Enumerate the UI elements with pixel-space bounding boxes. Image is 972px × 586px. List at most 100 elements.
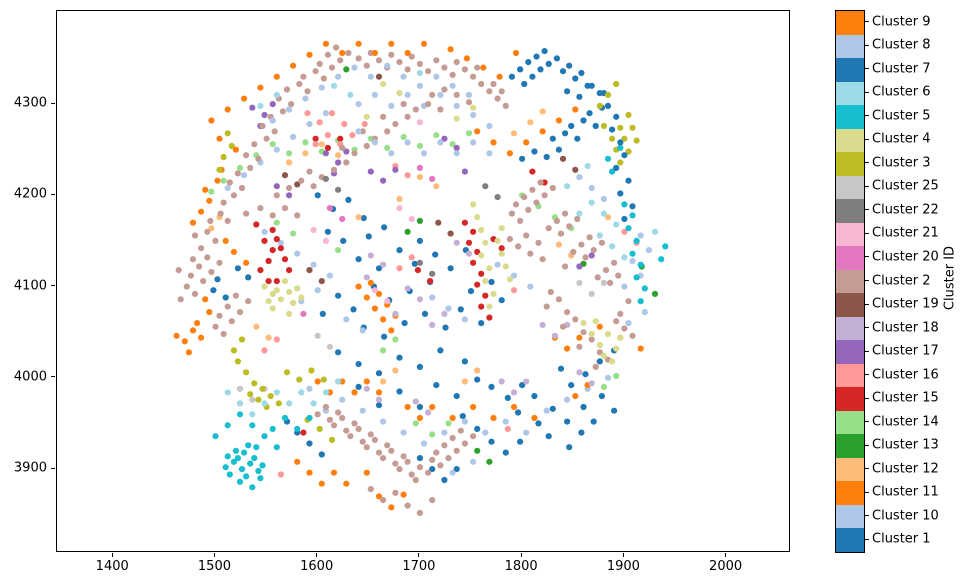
legend-label: Cluster 17 [872, 343, 939, 359]
scatter-point [408, 53, 415, 60]
scatter-point [470, 259, 477, 266]
scatter-point [633, 274, 640, 281]
scatter-point [324, 228, 331, 235]
scatter-point [294, 212, 301, 219]
scatter-point [416, 82, 423, 89]
scatter-point [470, 228, 477, 235]
scatter-point [535, 239, 542, 246]
scatter-point [478, 270, 485, 277]
scatter-point [286, 150, 293, 157]
scatter-point [441, 64, 448, 71]
scatter-point [361, 121, 368, 128]
scatter-point [269, 117, 276, 124]
scatter-point [607, 279, 614, 286]
scatter-point [371, 49, 378, 57]
scatter-point [572, 393, 579, 400]
scatter-point [506, 276, 513, 283]
scatter-point [294, 425, 301, 432]
scatter-point [470, 111, 477, 119]
scatter-point [613, 372, 620, 380]
scatter-point [296, 376, 303, 383]
scatter-point [576, 263, 583, 270]
scatter-point [318, 278, 325, 285]
legend-tick-mark [865, 256, 869, 258]
scatter-point [388, 447, 395, 454]
scatter-point [482, 292, 489, 299]
scatter-point [339, 49, 346, 57]
scatter-point [609, 168, 616, 175]
scatter-point [360, 215, 367, 222]
scatter-point [273, 183, 280, 190]
scatter-point [490, 414, 497, 422]
scatter-point [474, 214, 481, 221]
scatter-point [230, 192, 237, 199]
legend-swatch [836, 34, 864, 59]
scatter-point [613, 164, 620, 171]
scatter-point [510, 287, 518, 294]
scatter-point [559, 68, 567, 75]
scatter-point [365, 233, 372, 240]
scatter-point [304, 110, 311, 117]
legend-swatch [836, 410, 864, 435]
scatter-point [314, 378, 321, 385]
scatter-point [343, 159, 350, 166]
legend-tick-mark [865, 138, 869, 140]
scatter-point [269, 247, 276, 254]
scatter-point [367, 168, 374, 175]
scatter-point [341, 121, 348, 128]
legend-label: Cluster 4 [872, 131, 931, 147]
scatter-point [388, 504, 395, 511]
scatter-point [380, 177, 387, 184]
scatter-point [265, 278, 272, 285]
scatter-point [388, 40, 395, 47]
scatter-point [574, 135, 581, 142]
scatter-point [324, 51, 331, 58]
scatter-point [363, 385, 370, 392]
scatter-point [259, 462, 266, 469]
scatter-point [207, 217, 214, 224]
scatter-point [273, 146, 280, 153]
scatter-point [645, 247, 653, 254]
scatter-point [224, 130, 231, 137]
scatter-point [416, 363, 423, 370]
scatter-point [433, 449, 440, 456]
legend-tick-mark [865, 209, 869, 211]
scatter-point [380, 455, 387, 462]
scatter-point [367, 431, 374, 438]
scatter-point [330, 82, 338, 89]
scatter-point [576, 343, 583, 350]
scatter-point [453, 239, 460, 246]
scatter-point [578, 241, 585, 248]
scatter-point [535, 420, 542, 427]
x-tick-mark [111, 553, 113, 557]
legend-label: Cluster 5 [872, 108, 931, 124]
scatter-point [566, 62, 573, 69]
legend-label: Cluster 19 [872, 296, 939, 312]
scatter-point [236, 478, 244, 485]
scatter-point [531, 148, 538, 155]
scatter-point [486, 265, 493, 272]
scatter-point [339, 414, 346, 422]
legend-swatch [836, 128, 864, 153]
scatter-point [564, 309, 571, 316]
scatter-point [502, 263, 509, 270]
scatter-point [343, 427, 350, 434]
scatter-point [255, 467, 262, 474]
scatter-point [404, 49, 411, 57]
scatter-point [290, 133, 297, 140]
scatter-point [576, 174, 583, 181]
scatter-point [633, 137, 640, 144]
scatter-point [559, 155, 567, 162]
scatter-point [380, 347, 387, 354]
scatter-point [504, 394, 511, 401]
scatter-point [604, 374, 612, 381]
scatter-point [306, 51, 313, 58]
scatter-point [611, 259, 618, 266]
scatter-point [433, 132, 440, 139]
scatter-point [335, 152, 342, 159]
scatter-point [208, 188, 215, 195]
scatter-point [461, 378, 468, 385]
scatter-point [609, 243, 616, 250]
scatter-point [286, 267, 293, 274]
